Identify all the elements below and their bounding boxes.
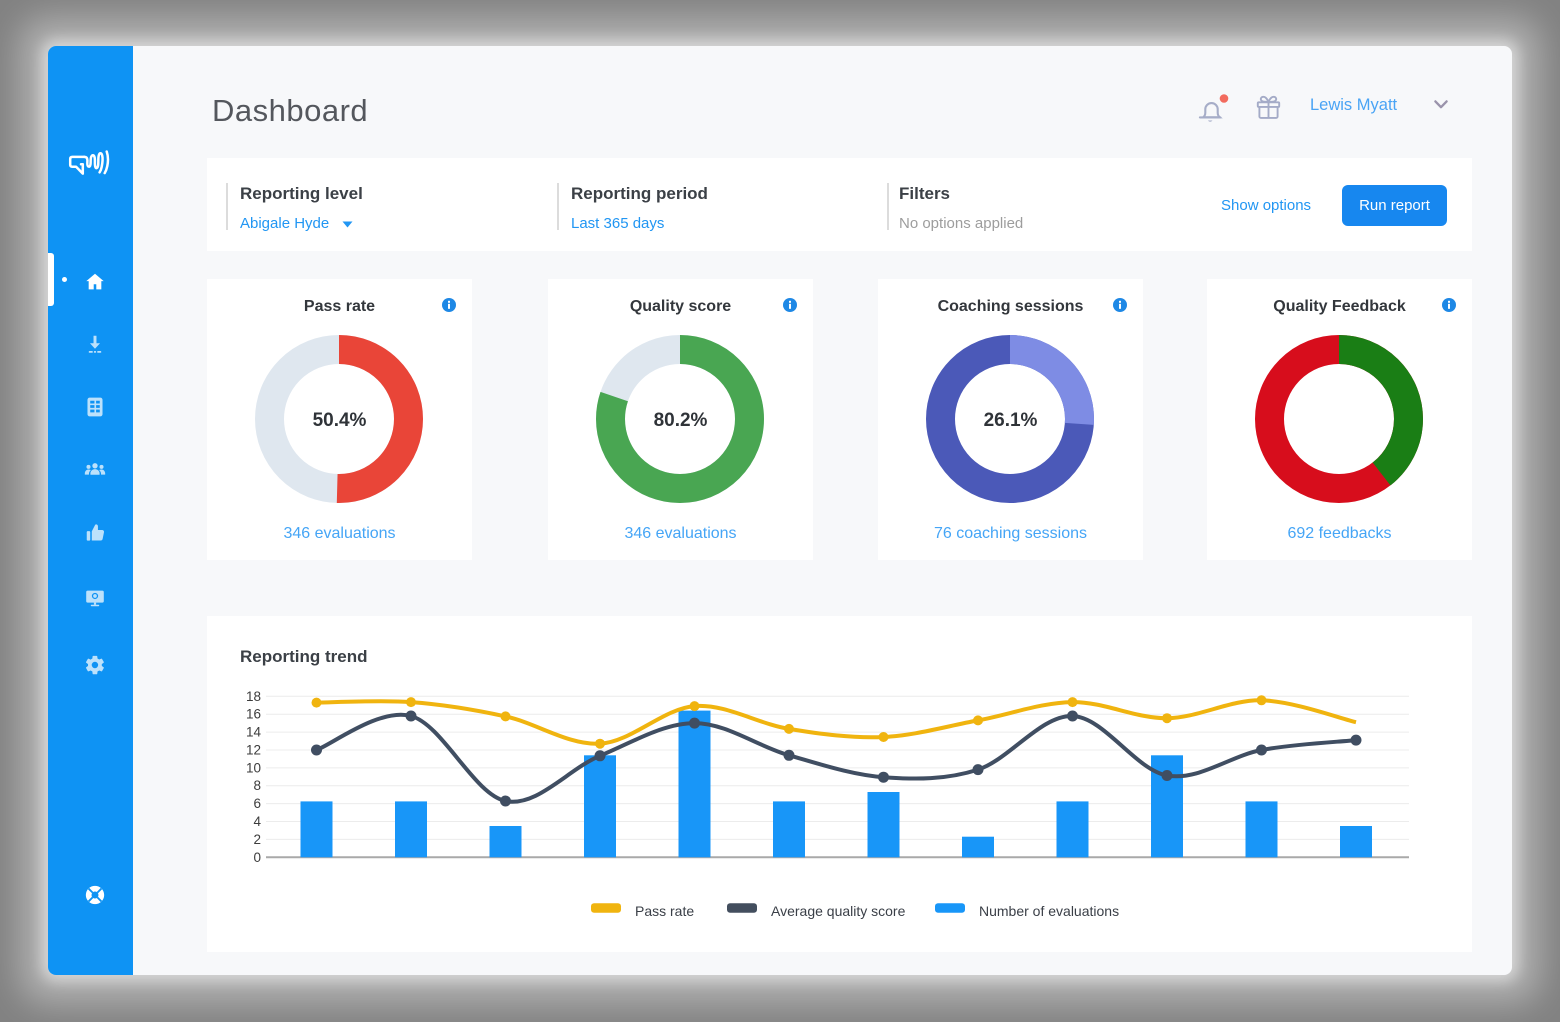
svg-text:4: 4 bbox=[253, 814, 261, 829]
svg-text:Average quality score: Average quality score bbox=[771, 903, 906, 919]
svg-text:10: 10 bbox=[246, 760, 261, 775]
svg-text:Pass rate: Pass rate bbox=[635, 903, 694, 919]
svg-text:18: 18 bbox=[246, 689, 261, 704]
svg-text:2: 2 bbox=[253, 832, 261, 847]
svg-text:14: 14 bbox=[246, 725, 262, 740]
svg-text:6: 6 bbox=[253, 796, 261, 811]
svg-text:12: 12 bbox=[246, 743, 261, 758]
svg-text:8: 8 bbox=[253, 778, 261, 793]
svg-text:0: 0 bbox=[253, 850, 261, 865]
svg-text:16: 16 bbox=[246, 707, 261, 722]
svg-text:Number of evaluations: Number of evaluations bbox=[979, 903, 1119, 919]
